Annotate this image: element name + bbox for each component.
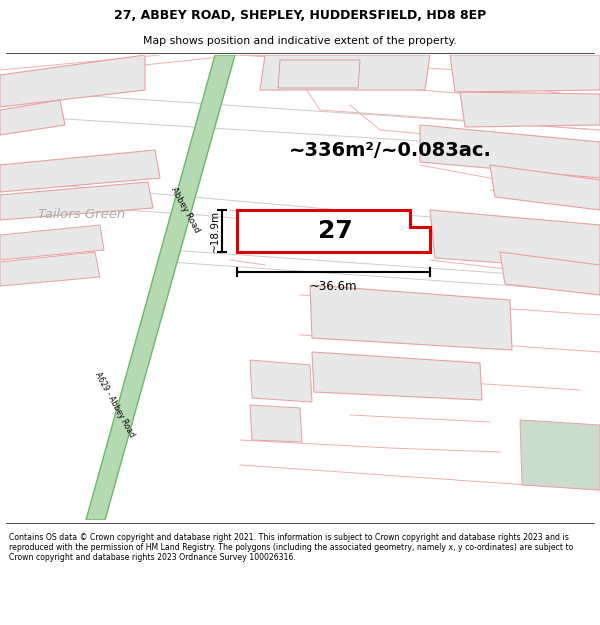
Polygon shape <box>260 55 430 90</box>
Text: 27: 27 <box>317 219 352 243</box>
Polygon shape <box>312 352 482 400</box>
Polygon shape <box>86 55 235 520</box>
Text: Abbey Road: Abbey Road <box>169 186 201 234</box>
Polygon shape <box>250 360 312 402</box>
Polygon shape <box>0 252 100 286</box>
Polygon shape <box>250 405 302 442</box>
Polygon shape <box>0 55 145 107</box>
Polygon shape <box>520 420 600 490</box>
Text: Map shows position and indicative extent of the property.: Map shows position and indicative extent… <box>143 36 457 46</box>
Polygon shape <box>310 285 512 350</box>
Text: ~336m²/~0.083ac.: ~336m²/~0.083ac. <box>289 141 491 159</box>
Polygon shape <box>490 165 600 210</box>
Polygon shape <box>450 55 600 92</box>
Polygon shape <box>0 225 104 260</box>
Polygon shape <box>500 252 600 295</box>
Polygon shape <box>430 210 600 270</box>
Polygon shape <box>0 182 153 220</box>
Polygon shape <box>278 60 360 88</box>
Polygon shape <box>420 125 600 178</box>
Text: 27, ABBEY ROAD, SHEPLEY, HUDDERSFIELD, HD8 8EP: 27, ABBEY ROAD, SHEPLEY, HUDDERSFIELD, H… <box>114 9 486 22</box>
Polygon shape <box>0 150 160 192</box>
Text: ~18.9m: ~18.9m <box>210 210 220 252</box>
Polygon shape <box>0 100 65 135</box>
Text: A629 - Abbey Road: A629 - Abbey Road <box>94 371 137 439</box>
Text: Contains OS data © Crown copyright and database right 2021. This information is : Contains OS data © Crown copyright and d… <box>9 532 573 562</box>
Polygon shape <box>460 92 600 127</box>
Text: ~36.6m: ~36.6m <box>310 281 357 294</box>
Polygon shape <box>237 210 430 252</box>
Text: Tailors Green: Tailors Green <box>38 209 125 221</box>
